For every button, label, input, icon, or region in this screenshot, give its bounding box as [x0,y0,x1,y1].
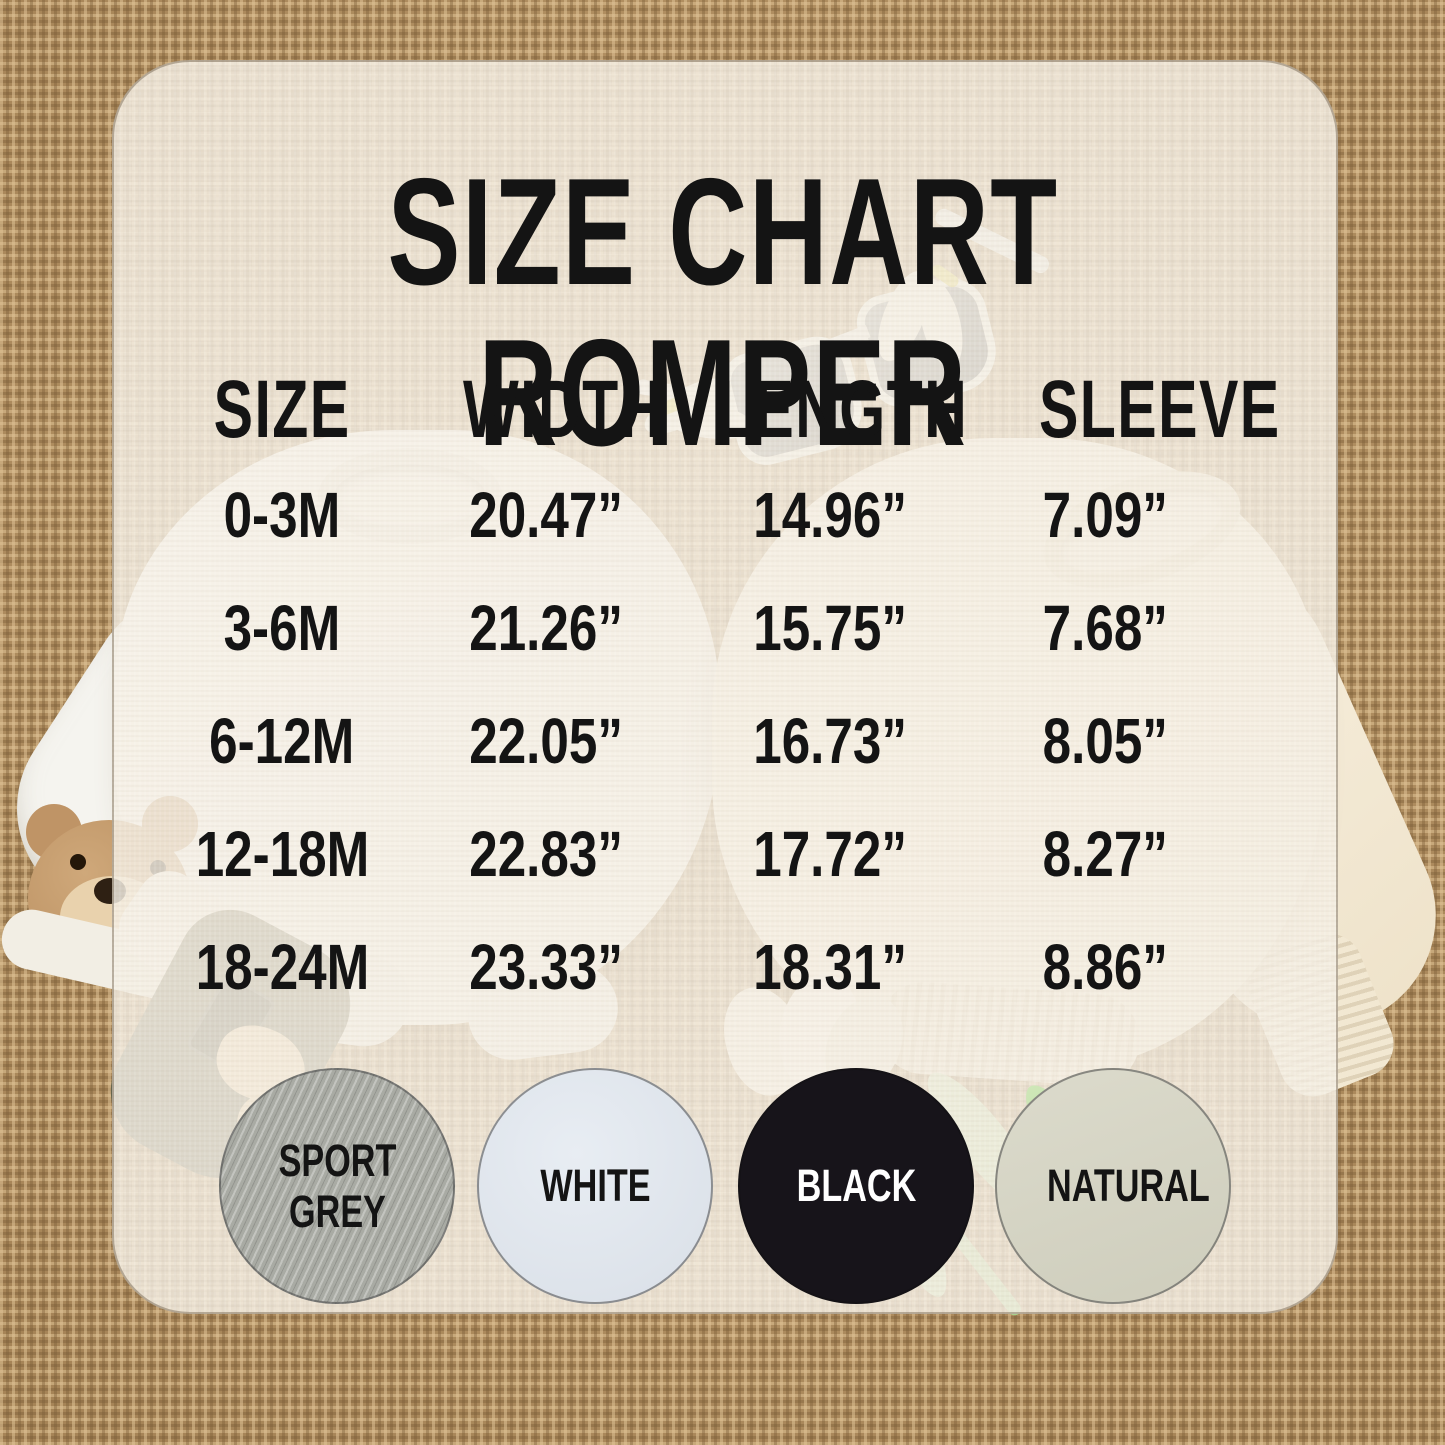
table-header-row: SIZE WIDTH LENGTH SLEEVE [140,362,1281,458]
length-cell: 16.73” [753,704,907,777]
swatch-label: WHITE [539,1160,651,1212]
length-cell: 15.75” [753,591,907,664]
sleeve-cell: 8.86” [1042,930,1168,1003]
swatch-label: NATURAL [1046,1160,1210,1212]
size-cell: 0-3M [223,478,341,551]
swatch-sport-grey: SPORT GREY [219,1068,455,1304]
table-row: 0-3M 20.47” 14.96” 7.09” [140,458,1218,571]
size-cell: 12-18M [195,817,369,890]
size-cell: 18-24M [195,930,369,1003]
title-line-2: ROMPER [478,307,968,478]
swatch-white: WHITE [477,1068,713,1304]
size-table: SIZE WIDTH LENGTH SLEEVE 0-3M 20.47” 14.… [140,362,1281,1023]
sleeve-cell: 7.68” [1042,591,1168,664]
swatch-label: SPORT GREY [278,1134,396,1237]
table-row: 3-6M 21.26” 15.75” 7.68” [140,571,1218,684]
page-title: SIZE CHART ROMPER [112,146,1334,478]
sleeve-cell: 7.09” [1042,478,1168,551]
length-cell: 17.72” [753,817,907,890]
width-cell: 23.33” [469,930,623,1003]
column-header-size: SIZE [213,364,351,455]
size-cell: 6-12M [209,704,355,777]
table-body: 0-3M 20.47” 14.96” 7.09” 3-6M 21.26” 15.… [140,458,1218,1023]
size-cell: 3-6M [223,591,341,664]
table-row: 18-24M 23.33” 18.31” 8.86” [140,910,1218,1023]
width-cell: 20.47” [469,478,623,551]
swatch-black: BLACK [738,1068,974,1304]
column-header-width: WIDTH [463,364,664,455]
title-line-1: SIZE CHART [387,146,1059,317]
width-cell: 21.26” [469,591,623,664]
length-cell: 18.31” [753,930,907,1003]
sleeve-cell: 8.27” [1042,817,1168,890]
table-row: 12-18M 22.83” 17.72” 8.27” [140,797,1218,910]
table-row: 6-12M 22.05” 16.73” 8.05” [140,684,1218,797]
width-cell: 22.05” [469,704,623,777]
column-header-length: LENGTH [716,364,969,455]
sleeve-cell: 8.05” [1042,704,1168,777]
swatch-natural: NATURAL [995,1068,1231,1304]
width-cell: 22.83” [469,817,623,890]
swatch-label: BLACK [796,1160,916,1212]
teddy-bear-eye [70,854,86,870]
length-cell: 14.96” [753,478,907,551]
column-header-sleeve: SLEEVE [1038,364,1281,455]
